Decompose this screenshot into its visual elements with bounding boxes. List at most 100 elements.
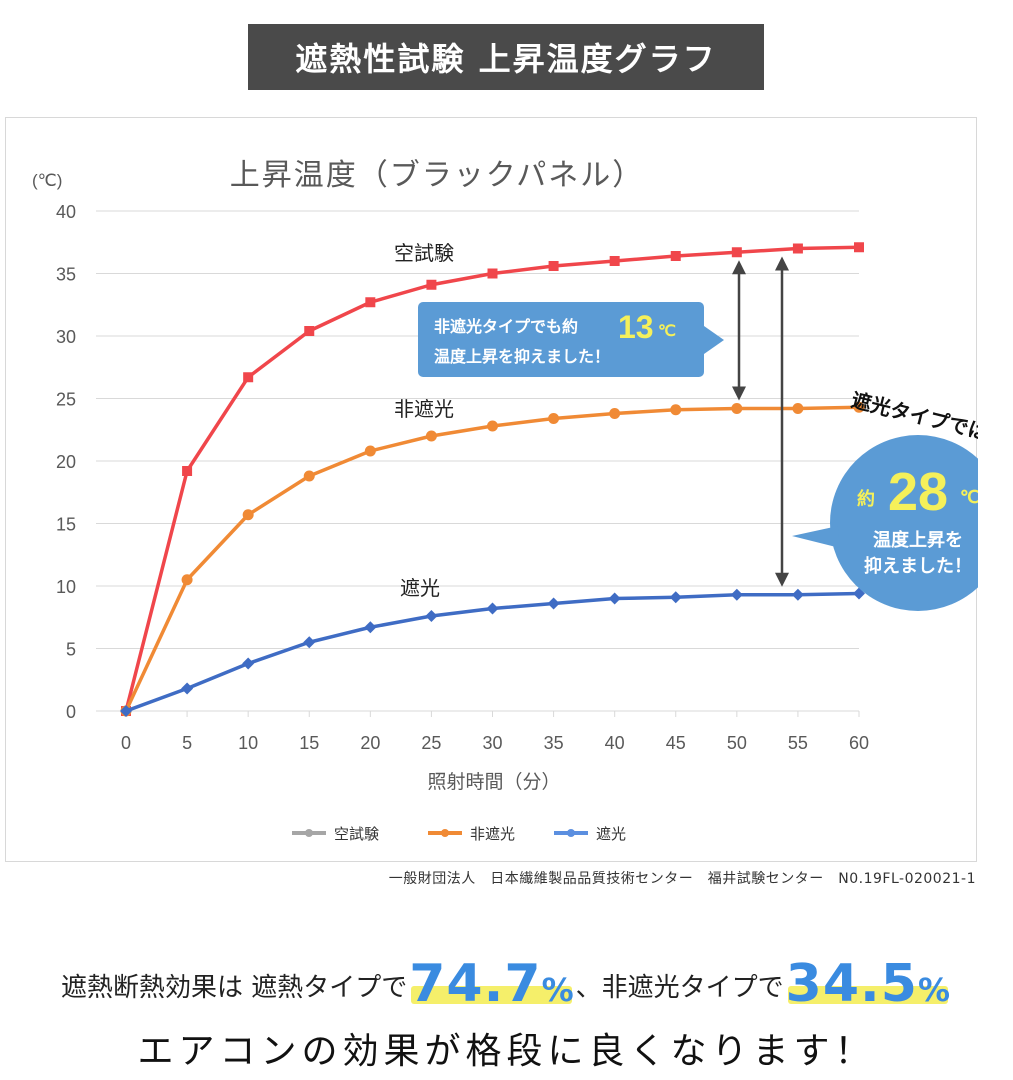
x-tick-label-5: 5 — [182, 733, 192, 753]
point-s1-9 — [670, 404, 682, 416]
x-tick-label-60: 60 — [849, 733, 869, 753]
y-unit-label: (℃) — [32, 171, 62, 190]
point-s1-8 — [609, 408, 621, 419]
point-s1-1 — [181, 574, 193, 586]
claim-number-2: 34.5 — [785, 954, 918, 1014]
x-tick-label-40: 40 — [605, 733, 625, 753]
point-s1-10 — [731, 403, 743, 414]
point-s0-4 — [365, 297, 376, 308]
page-title-banner: 遮熱性試験 上昇温度グラフ — [248, 24, 764, 90]
closing-message: エアコンの効果が格段に良くなります！ — [137, 1031, 876, 1072]
callout-13c-text1: 非遮光タイプでも約 — [434, 317, 578, 336]
callout-13c-text2: 温度上昇を抑えました！ — [433, 347, 610, 366]
point-s0-10 — [731, 247, 742, 258]
point-s0-1 — [182, 466, 193, 476]
x-tick-label-45: 45 — [666, 733, 686, 753]
x-tick-label-50: 50 — [727, 733, 747, 753]
point-s1-6 — [487, 420, 498, 432]
x-tick-label-0: 0 — [121, 733, 131, 753]
point-s1-2 — [242, 509, 254, 521]
point-s1-4 — [364, 445, 376, 457]
callout-28c-number: 28 — [888, 462, 948, 522]
point-s0-5 — [426, 279, 437, 290]
callout-13c-pointer — [704, 326, 724, 354]
y-tick-label-20: 20 — [56, 452, 76, 472]
claim-number-1: 74.7 — [409, 954, 542, 1014]
source-note: 一般財団法人 日本繊維製品品質技術センター 福井試験センター N0.19FL-0… — [388, 871, 976, 887]
claim-unit-1: % — [541, 971, 574, 1009]
y-tick-label-30: 30 — [56, 327, 76, 347]
point-s1-3 — [303, 470, 315, 482]
claim-text-1: 遮熱断熱効果は 遮熱タイプで — [60, 973, 408, 1003]
point-s2-1 — [181, 682, 194, 695]
y-tick-label-40: 40 — [56, 202, 76, 222]
claim-value-1: 74.7% — [409, 958, 573, 1010]
callout-28c-line2: 抑えました！ — [864, 556, 972, 576]
y-tick-label-0: 0 — [66, 702, 76, 722]
point-s0-11 — [792, 243, 803, 254]
point-s0-7 — [548, 261, 559, 271]
x-tick-label-30: 30 — [482, 733, 502, 753]
callout-28c-line1: 温度上昇を — [873, 529, 963, 550]
x-tick-label-35: 35 — [544, 733, 564, 753]
legend-swatch-marker-0 — [305, 829, 313, 837]
claim-unit-2: % — [917, 971, 951, 1009]
point-s2-5 — [425, 610, 438, 622]
callout-28c-circle — [830, 435, 978, 611]
temperature-chart: 上昇温度（ブラックパネル） (℃) 0 5 10 15 20 25 30 35 40 0 5 10 15 20… — [5, 117, 978, 862]
legend-label-1: 非遮光 — [470, 826, 515, 843]
y-tick-label-5: 5 — [66, 640, 76, 660]
callout-13c-number: 13 — [618, 309, 654, 345]
x-axis-label: 照射時間（分） — [427, 771, 560, 793]
point-s0-8 — [609, 256, 620, 266]
callout-13c-unit: ℃ — [658, 323, 676, 340]
y-tick-label-35: 35 — [56, 265, 76, 285]
callout-28c-prefix: 約 — [857, 488, 875, 509]
point-s2-7 — [547, 597, 560, 610]
chart-canvas: 上昇温度（ブラックパネル） (℃) 0 5 10 15 20 25 30 35 40 0 5 10 15 20… — [32, 159, 978, 843]
point-s0-12 — [854, 242, 864, 253]
y-tick-label-10: 10 — [56, 577, 76, 597]
point-s2-8 — [608, 592, 621, 605]
point-s2-10 — [730, 588, 743, 601]
x-tick-label-15: 15 — [299, 733, 319, 753]
claim-value-2: 34.5% — [786, 958, 950, 1010]
y-tick-label-15: 15 — [56, 515, 76, 535]
chart-title: 上昇温度（ブラックパネル） — [230, 159, 645, 192]
callout-13c-box — [418, 302, 704, 377]
legend-label-2: 遮光 — [596, 826, 626, 843]
series-label-2: 遮光 — [400, 577, 440, 600]
point-s0-3 — [304, 326, 315, 336]
arrow-13c-head-bottom — [732, 386, 746, 401]
legend-label-0: 空試験 — [334, 826, 379, 843]
series-line-1 — [124, 405, 860, 712]
arrow-28c-head-bottom — [775, 572, 789, 587]
point-s0-6 — [487, 268, 498, 279]
x-tick-label-20: 20 — [360, 733, 380, 753]
series-label-0: 空試験 — [394, 242, 454, 265]
legend-swatch-marker-1 — [441, 829, 449, 837]
y-tick-label-25: 25 — [56, 390, 76, 410]
point-s0-2 — [243, 372, 254, 383]
point-s2-0 — [120, 705, 132, 717]
series-label-1: 非遮光 — [394, 398, 454, 421]
point-s1-12 — [853, 401, 865, 413]
point-s2-11 — [791, 588, 804, 601]
arrow-13c-head-top — [732, 260, 746, 275]
arrow-28c-head-top — [775, 256, 789, 271]
point-s2-6 — [486, 602, 499, 615]
callout-28c-unit: ℃ — [960, 487, 978, 507]
point-s1-7 — [548, 413, 560, 424]
callout-28c-pointer — [792, 526, 840, 548]
x-tick-label-55: 55 — [788, 733, 808, 753]
x-tick-label-25: 25 — [421, 733, 441, 753]
point-s0-9 — [670, 251, 681, 261]
point-s2-4 — [364, 621, 377, 634]
point-s2-9 — [669, 591, 682, 604]
point-s2-3 — [303, 636, 316, 649]
x-tick-label-10: 10 — [238, 733, 258, 753]
legend-swatch-marker-2 — [567, 829, 575, 837]
effect-claim: 遮熱断熱効果は 遮熱タイプで 74.7% 、非遮光タイプで 34.5% — [0, 930, 1013, 1010]
point-s2-2 — [242, 657, 255, 670]
point-s1-5 — [425, 430, 437, 442]
